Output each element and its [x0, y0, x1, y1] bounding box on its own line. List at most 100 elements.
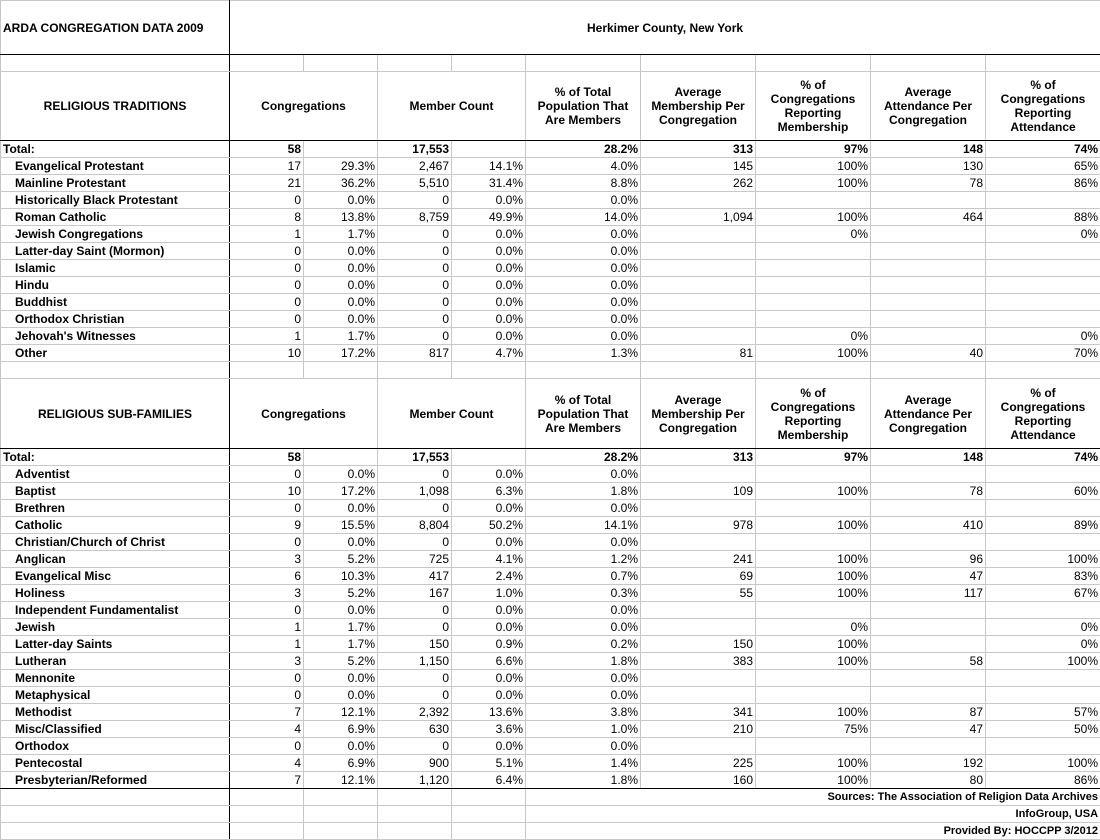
- total-value: [452, 141, 526, 158]
- empty-cell: [986, 362, 1100, 379]
- cell-value: 88%: [986, 209, 1100, 226]
- row-label: Anglican: [1, 551, 230, 568]
- cell-value: 1: [230, 619, 304, 636]
- empty-cell: [378, 823, 452, 840]
- empty-cell: [986, 55, 1100, 72]
- cell-value: 80: [871, 772, 986, 789]
- cell-value: 1.2%: [526, 551, 641, 568]
- empty-cell: [304, 789, 378, 806]
- cell-value: 7: [230, 772, 304, 789]
- cell-value: 0.0%: [526, 602, 641, 619]
- row: [1, 362, 1100, 379]
- cell-value: 0.0%: [526, 619, 641, 636]
- section-header: RELIGIOUS SUB-FAMILIES: [1, 379, 230, 449]
- cell-value: 0: [378, 192, 452, 209]
- cell-value: 0: [230, 243, 304, 260]
- empty-cell: [452, 789, 526, 806]
- cell-value: 69: [641, 568, 756, 585]
- total-value: 313: [641, 449, 756, 466]
- cell-value: 3.6%: [452, 721, 526, 738]
- cell-value: 0: [230, 670, 304, 687]
- empty-cell: [378, 806, 452, 823]
- cell-value: 1,098: [378, 483, 452, 500]
- cell-value: 78: [871, 175, 986, 192]
- cell-value: 49.9%: [452, 209, 526, 226]
- cell-value: 0.0%: [304, 670, 378, 687]
- cell-value: 3.8%: [526, 704, 641, 721]
- cell-value: 0: [378, 534, 452, 551]
- total-value: 28.2%: [526, 449, 641, 466]
- total-value: 74%: [986, 449, 1100, 466]
- empty-cell: [756, 362, 871, 379]
- total-value: 313: [641, 141, 756, 158]
- cell-value: 8,759: [378, 209, 452, 226]
- empty-cell: [641, 362, 756, 379]
- empty-cell: [1, 789, 230, 806]
- total-value: [452, 449, 526, 466]
- cell-value: 15.5%: [304, 517, 378, 534]
- cell-value: 0.0%: [304, 500, 378, 517]
- cell-value: 100%: [756, 551, 871, 568]
- cell-value: 7: [230, 704, 304, 721]
- cell-value: [986, 687, 1100, 704]
- cell-value: [986, 466, 1100, 483]
- cell-value: [871, 192, 986, 209]
- cell-value: [641, 260, 756, 277]
- cell-value: [641, 226, 756, 243]
- cell-value: [871, 619, 986, 636]
- cell-value: [641, 328, 756, 345]
- empty-cell: [1, 362, 230, 379]
- cell-value: 0%: [756, 328, 871, 345]
- cell-value: 87: [871, 704, 986, 721]
- cell-value: 0.0%: [526, 534, 641, 551]
- cell-value: 83%: [986, 568, 1100, 585]
- empty-cell: [871, 362, 986, 379]
- row-label: Jewish: [1, 619, 230, 636]
- cell-value: 5.2%: [304, 551, 378, 568]
- cell-value: 0.0%: [452, 619, 526, 636]
- total-value: 17,553: [378, 449, 452, 466]
- column-header: Congregations: [230, 72, 378, 141]
- cell-value: 1.3%: [526, 345, 641, 362]
- column-header: Average Membership Per Congregation: [641, 72, 756, 141]
- cell-value: [871, 260, 986, 277]
- cell-value: 0%: [756, 619, 871, 636]
- cell-value: 0: [378, 328, 452, 345]
- cell-value: 100%: [986, 755, 1100, 772]
- cell-value: 1: [230, 636, 304, 653]
- cell-value: 6.6%: [452, 653, 526, 670]
- cell-value: 0.0%: [452, 243, 526, 260]
- cell-value: [871, 687, 986, 704]
- empty-cell: [304, 55, 378, 72]
- cell-value: 1.7%: [304, 328, 378, 345]
- cell-value: 167: [378, 585, 452, 602]
- cell-value: 0: [230, 466, 304, 483]
- row: [1, 55, 1100, 72]
- empty-cell: [230, 823, 304, 840]
- total-value: 28.2%: [526, 141, 641, 158]
- cell-value: 78: [871, 483, 986, 500]
- cell-value: [986, 534, 1100, 551]
- cell-value: 10: [230, 483, 304, 500]
- cell-value: 1,150: [378, 653, 452, 670]
- cell-value: 81: [641, 345, 756, 362]
- cell-value: 0: [378, 243, 452, 260]
- cell-value: 0: [230, 500, 304, 517]
- cell-value: 50%: [986, 721, 1100, 738]
- cell-value: 60%: [986, 483, 1100, 500]
- cell-value: 6.9%: [304, 755, 378, 772]
- cell-value: 55: [641, 585, 756, 602]
- row-label: Historically Black Protestant: [1, 192, 230, 209]
- total-value: 58: [230, 449, 304, 466]
- cell-value: 0.0%: [304, 602, 378, 619]
- cell-value: 0.9%: [452, 636, 526, 653]
- row-label: Other: [1, 345, 230, 362]
- cell-value: 14.1%: [452, 158, 526, 175]
